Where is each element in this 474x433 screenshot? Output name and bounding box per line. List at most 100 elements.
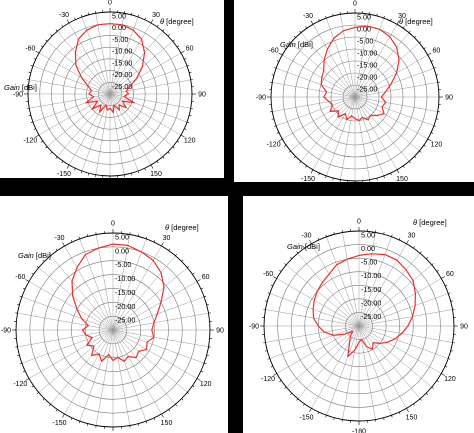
angle-tick — [144, 17, 146, 20]
angle-tick — [414, 35, 417, 38]
grid-spoke — [358, 325, 432, 388]
angle-tick — [162, 29, 165, 32]
grid-spoke — [342, 232, 360, 327]
grid-spoke — [354, 96, 428, 140]
angle-tick — [55, 29, 58, 32]
gain-axis-label: Gain [dBi] — [18, 251, 51, 260]
radial-tick-label: 0.00 — [357, 25, 371, 34]
angle-tick — [419, 41, 422, 44]
angle-tick — [87, 173, 90, 176]
radial-tick-label: 5.00 — [361, 231, 375, 240]
grid-spoke — [358, 243, 407, 327]
angle-tick — [391, 234, 393, 237]
angle-tick-label: 30 — [408, 233, 416, 240]
grid-spoke — [290, 96, 356, 152]
grid-spoke — [286, 325, 360, 388]
angle-tick — [406, 408, 409, 412]
grid-spoke — [354, 96, 435, 126]
angle-tick — [61, 24, 64, 28]
angle-tick — [196, 378, 201, 381]
angle-tick — [184, 58, 187, 60]
angle-tick — [402, 165, 405, 168]
angle-tick — [150, 19, 154, 24]
grid-spoke — [64, 245, 114, 331]
grid-spoke — [47, 93, 111, 147]
angle-tick — [168, 248, 171, 251]
grid-spoke — [358, 325, 376, 420]
angle-tick-label: -150 — [52, 420, 66, 427]
grid-spoke — [95, 329, 114, 426]
grid-spoke — [112, 267, 188, 331]
angle-tick — [137, 423, 139, 426]
grid-spoke — [47, 41, 111, 95]
angle-tick — [293, 35, 296, 38]
angle-tick — [310, 20, 314, 25]
grid-ring — [277, 244, 441, 408]
angle-tick — [35, 50, 40, 54]
angle-tick-label: 120 — [444, 376, 456, 383]
angle-tick — [137, 14, 140, 18]
angle-tick — [383, 175, 385, 179]
angle-tick — [296, 251, 299, 254]
angle-tick — [156, 24, 159, 28]
angle-tick — [87, 423, 89, 426]
grid-spoke — [32, 93, 111, 123]
angle-tick — [450, 300, 453, 302]
angle-tick — [423, 47, 426, 50]
angle-tick — [317, 411, 320, 415]
angle-tick — [17, 304, 20, 306]
angle-tick — [49, 253, 51, 256]
angle-tick — [267, 292, 270, 294]
angle-tick-label: 150 — [406, 414, 418, 421]
angle-tick — [332, 13, 334, 16]
angle-tick — [137, 170, 140, 174]
angle-tick — [181, 398, 184, 401]
gain-axis-label: Gain [dBi] — [287, 242, 320, 251]
angle-tick — [433, 67, 437, 69]
angle-tick-label: -60 — [269, 48, 279, 55]
angle-tick — [78, 236, 81, 239]
radial-tick-label: -25.00 — [112, 82, 132, 91]
angle-tick — [200, 370, 204, 373]
angle-tick — [408, 161, 411, 164]
polar-plot-panel-4: 0 30 60 90 120 150 -180 -150 -120 -90 -60 -30 5.00 0.… — [243, 196, 474, 433]
angle-tick — [390, 18, 392, 21]
grid-ring — [51, 35, 169, 153]
angle-tick-label: 150 — [150, 171, 162, 178]
grid-ring — [29, 246, 197, 414]
angle-tick — [130, 173, 133, 176]
angle-tick — [25, 279, 30, 282]
angle-tick-label: 30 — [152, 12, 160, 19]
angle-tick — [40, 45, 44, 48]
radial-tick-label: -20.00 — [357, 73, 377, 82]
grid-spoke — [354, 82, 438, 98]
grid-spoke — [312, 96, 356, 170]
angle-tick-label: 30 — [163, 235, 171, 242]
grid-ring — [330, 72, 380, 122]
grid-spoke — [326, 17, 356, 98]
radial-tick-label: -10.00 — [112, 47, 132, 56]
angle-tick — [273, 276, 277, 279]
angle-tick-label: -180 — [352, 429, 366, 433]
gain-pattern-trace — [320, 25, 400, 122]
angle-tick — [19, 295, 22, 298]
angle-tick — [284, 144, 287, 147]
grid-spoke — [358, 232, 376, 327]
angle-tick — [66, 19, 70, 24]
angle-tick — [180, 50, 185, 54]
angle-tick — [305, 26, 308, 29]
angle-tick — [273, 125, 277, 127]
grid-ring — [331, 298, 387, 354]
angle-tick — [204, 295, 207, 298]
radial-tick-label: -15.00 — [112, 58, 132, 67]
grid-spoke — [109, 93, 125, 175]
radial-tick-label: 0.00 — [115, 246, 129, 255]
polar-plot-1: 0306090120150-180-150-120-90-60-305.000.… — [4, 0, 206, 178]
angle-tick — [265, 300, 268, 302]
angle-tick — [175, 253, 177, 256]
angle-tick — [303, 246, 305, 249]
radial-tick-label: -5.00 — [357, 37, 373, 46]
angle-tick-label: 0 — [111, 221, 115, 228]
grid-spoke — [272, 82, 356, 98]
angle-tick-label: -60 — [263, 271, 273, 278]
